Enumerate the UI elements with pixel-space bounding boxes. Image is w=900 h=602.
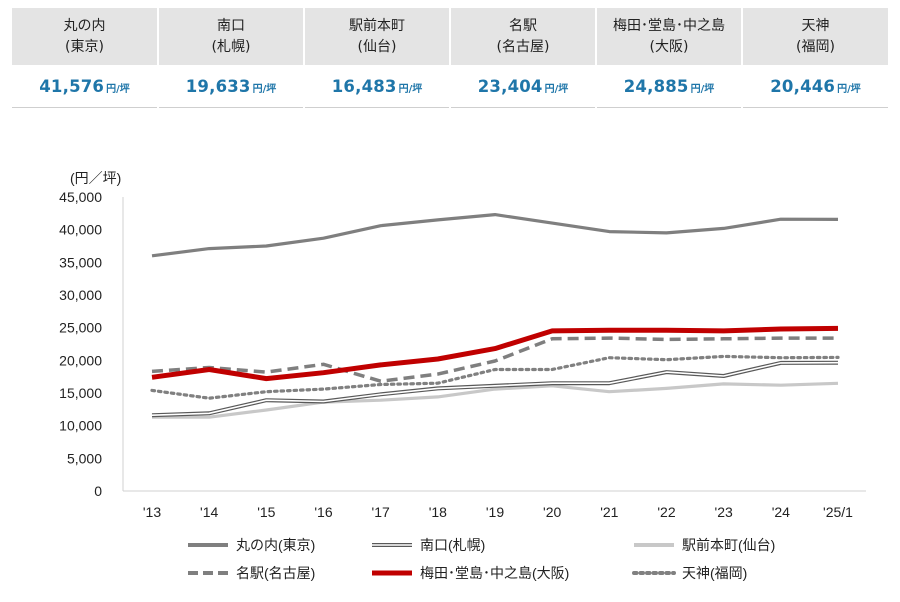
rent-value: 20,446 (770, 76, 836, 96)
series-lines (150, 213, 840, 419)
summary-value-row: 41,576 円/坪 19,633 円/坪 16,483 円/坪 23,404 円/坪 … (12, 65, 888, 108)
y-tick-label: 25,000 (59, 320, 102, 336)
summary-cell-tenjin: 天神 (福岡) (742, 8, 888, 65)
series-line-path (150, 354, 840, 400)
legend-item: 名駅(名古屋) (188, 565, 315, 581)
legend-label: 梅田･堂島･中之島(大阪) (420, 565, 569, 581)
series-line (150, 354, 840, 400)
series-line-path (151, 336, 838, 383)
x-axis: '13 '14 '15 '16 '17 '18 '19 '20 '21 '22 '23 '24 '25/… (123, 490, 866, 520)
legend-item: 丸の内(東京) (188, 537, 315, 553)
summary-cell-ekimae-honmachi: 駅前本町 (仙台) (304, 8, 451, 65)
y-tick-label: 5,000 (67, 450, 102, 466)
legend-item: 駅前本町(仙台) (634, 537, 775, 553)
y-tick-label: 45,000 (59, 189, 102, 205)
x-tick-label: '22 (657, 504, 675, 520)
y-axis: 0 5,000 10,000 15,000 20,000 25,000 30,000 35,0… (59, 189, 124, 499)
legend-item: 梅田･堂島･中之島(大阪) (372, 565, 569, 581)
series-line (151, 336, 838, 383)
area-city: (東京) (65, 38, 104, 55)
legend-label: 名駅(名古屋) (236, 565, 315, 581)
area-city: (大阪) (649, 38, 689, 55)
rent-value: 41,576 (39, 76, 105, 96)
summary-value-cell: 41,576 円/坪 (12, 65, 159, 108)
legend-item: 南口(札幌) (372, 537, 485, 553)
legend: 丸の内(東京) 南口(札幌) 駅前本町(仙台) 名駅(名古屋) 梅田･堂島･中之島(大阪… (188, 537, 775, 581)
y-axis-label: (円／坪) (70, 170, 121, 186)
summary-value-cell: 24,885 円/坪 (596, 65, 743, 108)
area-city: (名古屋) (496, 38, 550, 55)
x-tick-label: '23 (715, 504, 733, 520)
rent-value: 16,483 (331, 76, 397, 96)
rent-value: 19,633 (185, 76, 251, 96)
legend-label: 南口(札幌) (420, 537, 485, 553)
rent-unit: 円/坪 (690, 83, 715, 95)
series-line (152, 381, 839, 419)
x-tick-label: '15 (257, 504, 275, 520)
x-tick-label: '13 (143, 504, 161, 520)
area-city: (仙台) (357, 38, 397, 55)
summary-cell-minamiguchi: 南口 (札幌) (158, 8, 305, 65)
series-line (151, 213, 839, 258)
summary-cell-meieki: 名駅 (名古屋) (450, 8, 597, 65)
x-tick-label: '18 (429, 504, 447, 520)
area-name: 丸の内 (63, 17, 106, 34)
legend-label: 駅前本町(仙台) (682, 537, 775, 553)
x-tick-label: '17 (372, 504, 390, 520)
x-tick-label: '14 (200, 504, 218, 520)
area-city: (札幌) (211, 38, 251, 55)
summary-value-cell: 19,633 円/坪 (158, 65, 305, 108)
x-tick-label: '16 (314, 504, 332, 520)
rent-value: 24,885 (623, 76, 689, 96)
area-name: 天神 (801, 17, 830, 34)
summary-table: 丸の内 (東京) 南口 (札幌) 駅前本町 (仙台) 名駅 (名古屋) 梅田･堂島･中之… (12, 8, 888, 108)
summary-cell-umeda: 梅田･堂島･中之島 (大阪) (596, 8, 743, 65)
rent-unit: 円/坪 (106, 83, 130, 95)
y-tick-label: 20,000 (59, 352, 102, 368)
rent-unit: 円/坪 (544, 83, 569, 95)
rent-unit: 円/坪 (398, 83, 423, 95)
x-tick-label: '24 (772, 504, 790, 520)
y-tick-label: 0 (94, 483, 102, 499)
y-tick-label: 30,000 (59, 287, 102, 303)
rent-unit: 円/坪 (837, 83, 861, 95)
legend-label: 天神(福岡) (682, 565, 747, 581)
legend-label: 丸の内(東京) (236, 537, 315, 553)
area-name: 梅田･堂島･中之島 (613, 17, 725, 34)
x-tick-label: '21 (600, 504, 618, 520)
area-city: (福岡) (796, 38, 835, 55)
series-line-path (152, 381, 839, 419)
y-tick-label: 35,000 (59, 254, 102, 270)
area-name: 南口 (217, 17, 245, 34)
y-tick-label: 40,000 (59, 222, 102, 238)
area-name: 駅前本町 (349, 17, 405, 34)
summary-value-cell: 20,446 円/坪 (742, 65, 888, 108)
x-tick-label: '19 (486, 504, 504, 520)
rent-value: 23,404 (477, 76, 543, 96)
x-tick-label: '20 (543, 504, 561, 520)
x-tick-label: '25/1 (823, 504, 853, 520)
y-tick-label: 10,000 (59, 418, 102, 434)
area-name: 名駅 (509, 17, 537, 34)
series-line-path (151, 213, 839, 258)
summary-value-cell: 16,483 円/坪 (304, 65, 451, 108)
legend-item: 天神(福岡) (632, 565, 747, 581)
rent-unit: 円/坪 (252, 83, 277, 95)
summary-cell-marunouchi: 丸の内 (東京) (12, 8, 159, 65)
y-tick-label: 15,000 (59, 385, 102, 401)
series-line-inner (151, 361, 839, 416)
summary-value-cell: 23,404 円/坪 (450, 65, 597, 108)
series-line-path (151, 325, 839, 382)
series-line-outer (151, 360, 839, 418)
series-line (151, 325, 839, 382)
series-line (151, 360, 839, 418)
summary-header-row: 丸の内 (東京) 南口 (札幌) 駅前本町 (仙台) 名駅 (名古屋) 梅田･堂島･中之… (12, 8, 888, 65)
